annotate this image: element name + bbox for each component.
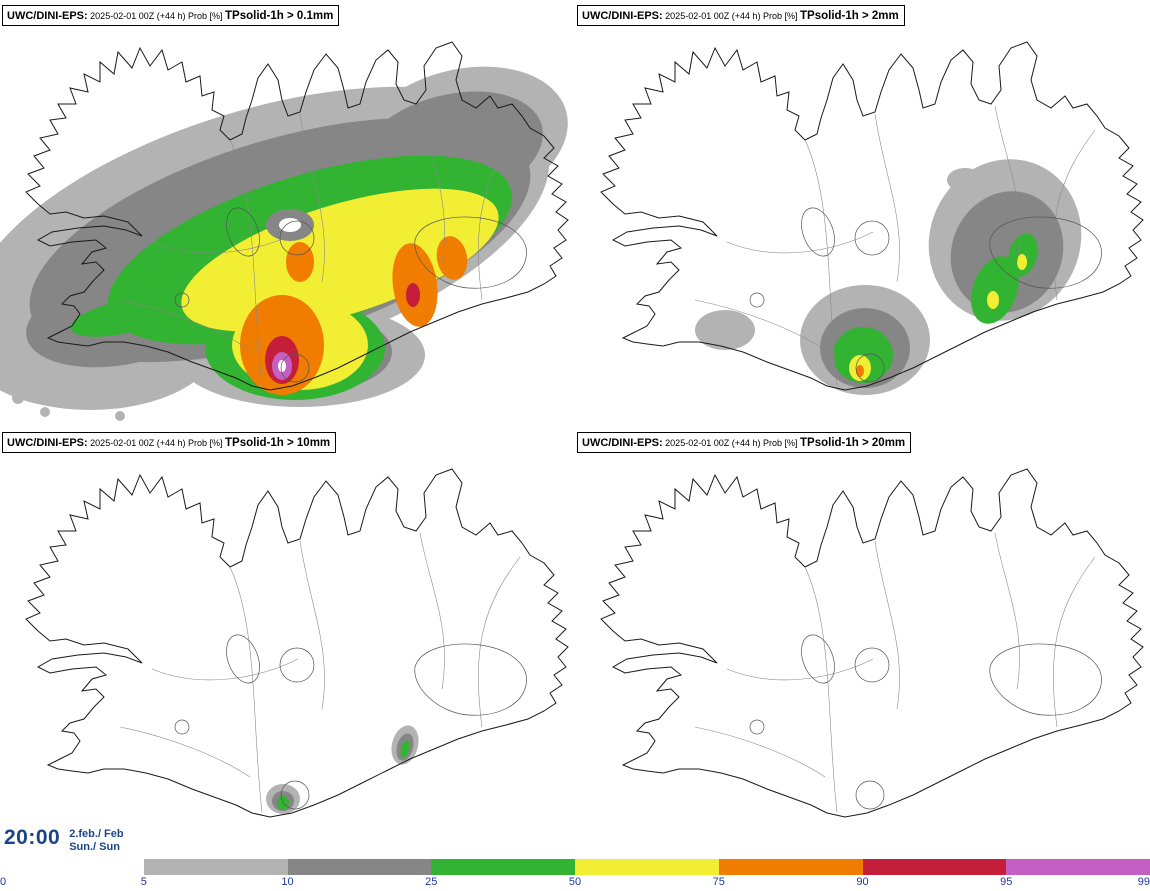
iceland-map (600, 468, 1144, 818)
valid-date-bottom: Sun./ Sun (69, 841, 120, 853)
colorbar-tick: 95 (1000, 876, 1013, 888)
colorbar-tick: 0 (0, 876, 7, 888)
iceland-coastline (25, 468, 569, 818)
colorbar-segment (287, 859, 432, 875)
map-panel-0p1mm: UWC/DINI-EPS: 2025-02-01 00Z (+44 h) Pro… (0, 0, 575, 427)
colorbar-segment (143, 859, 288, 875)
iceland-map (600, 41, 1144, 395)
colorbar-segment (862, 859, 1007, 875)
param-label: TPsolid-1h > 2mm (800, 10, 899, 22)
map-panel-2mm: UWC/DINI-EPS: 2025-02-01 00Z (+44 h) Pro… (575, 0, 1150, 427)
run-info: 2025-02-01 00Z (+44 h) Prob [%] (87, 438, 226, 448)
colorbar-segment (718, 859, 863, 875)
model-label: UWC/DINI-EPS: (7, 437, 88, 449)
valid-date: 2.feb./ Feb Sun./ Sun (69, 826, 123, 854)
map-panel-20mm: UWC/DINI-EPS: 2025-02-01 00Z (+44 h) Pro… (575, 427, 1150, 854)
run-info: 2025-02-01 00Z (+44 h) Prob [%] (87, 11, 226, 21)
colorbar-tick: 10 (281, 876, 294, 888)
iceland-map (0, 41, 569, 421)
colorbar-segment (431, 859, 575, 875)
model-label: UWC/DINI-EPS: (582, 437, 663, 449)
param-label: TPsolid-1h > 10mm (225, 437, 331, 449)
panel-title: UWC/DINI-EPS: 2025-02-01 00Z (+44 h) Pro… (2, 432, 337, 453)
panel-title: UWC/DINI-EPS: 2025-02-01 00Z (+44 h) Pro… (2, 5, 340, 26)
param-label: TPsolid-1h > 0.1mm (225, 10, 334, 22)
valid-date-top: 2.feb./ Feb (69, 828, 124, 840)
probability-fill-layer (695, 159, 1082, 395)
colorbar-segment (575, 859, 719, 875)
iceland-coastline (600, 468, 1144, 818)
colorbar-tick: 50 (568, 876, 582, 888)
probability-fill-layer (0, 66, 568, 421)
valid-datetime: 20:00 2.feb./ Feb Sun./ Sun (4, 826, 124, 854)
map-panel-10mm: UWC/DINI-EPS: 2025-02-01 00Z (+44 h) Pro… (0, 427, 575, 854)
run-info: 2025-02-01 00Z (+44 h) Prob [%] (662, 438, 801, 448)
model-label: UWC/DINI-EPS: (582, 10, 663, 22)
colorbar-tick: 25 (425, 876, 438, 888)
model-label: UWC/DINI-EPS: (7, 10, 88, 22)
panel-title: UWC/DINI-EPS: 2025-02-01 00Z (+44 h) Pro… (577, 432, 912, 453)
colorbar-labels: 0 5 10 25 50 75 90 95 99 (0, 875, 1150, 890)
colorbar-tick: 90 (856, 876, 869, 888)
param-label: TPsolid-1h > 20mm (800, 437, 906, 449)
probability-colorbar: 0 5 10 25 50 75 90 95 99 (0, 859, 1150, 890)
panel-title: UWC/DINI-EPS: 2025-02-01 00Z (+44 h) Pro… (577, 5, 905, 26)
colorbar-tick: 5 (140, 876, 147, 888)
probability-fill-layer (266, 725, 419, 814)
colorbar-segment (0, 859, 144, 875)
colorbar-track (0, 859, 1150, 875)
colorbar-segment (1006, 859, 1150, 875)
iceland-map (25, 468, 569, 818)
run-info: 2025-02-01 00Z (+44 h) Prob [%] (662, 11, 801, 21)
colorbar-tick: 99 (1137, 876, 1150, 888)
colorbar-tick: 75 (712, 876, 725, 888)
valid-time: 20:00 (4, 826, 61, 849)
